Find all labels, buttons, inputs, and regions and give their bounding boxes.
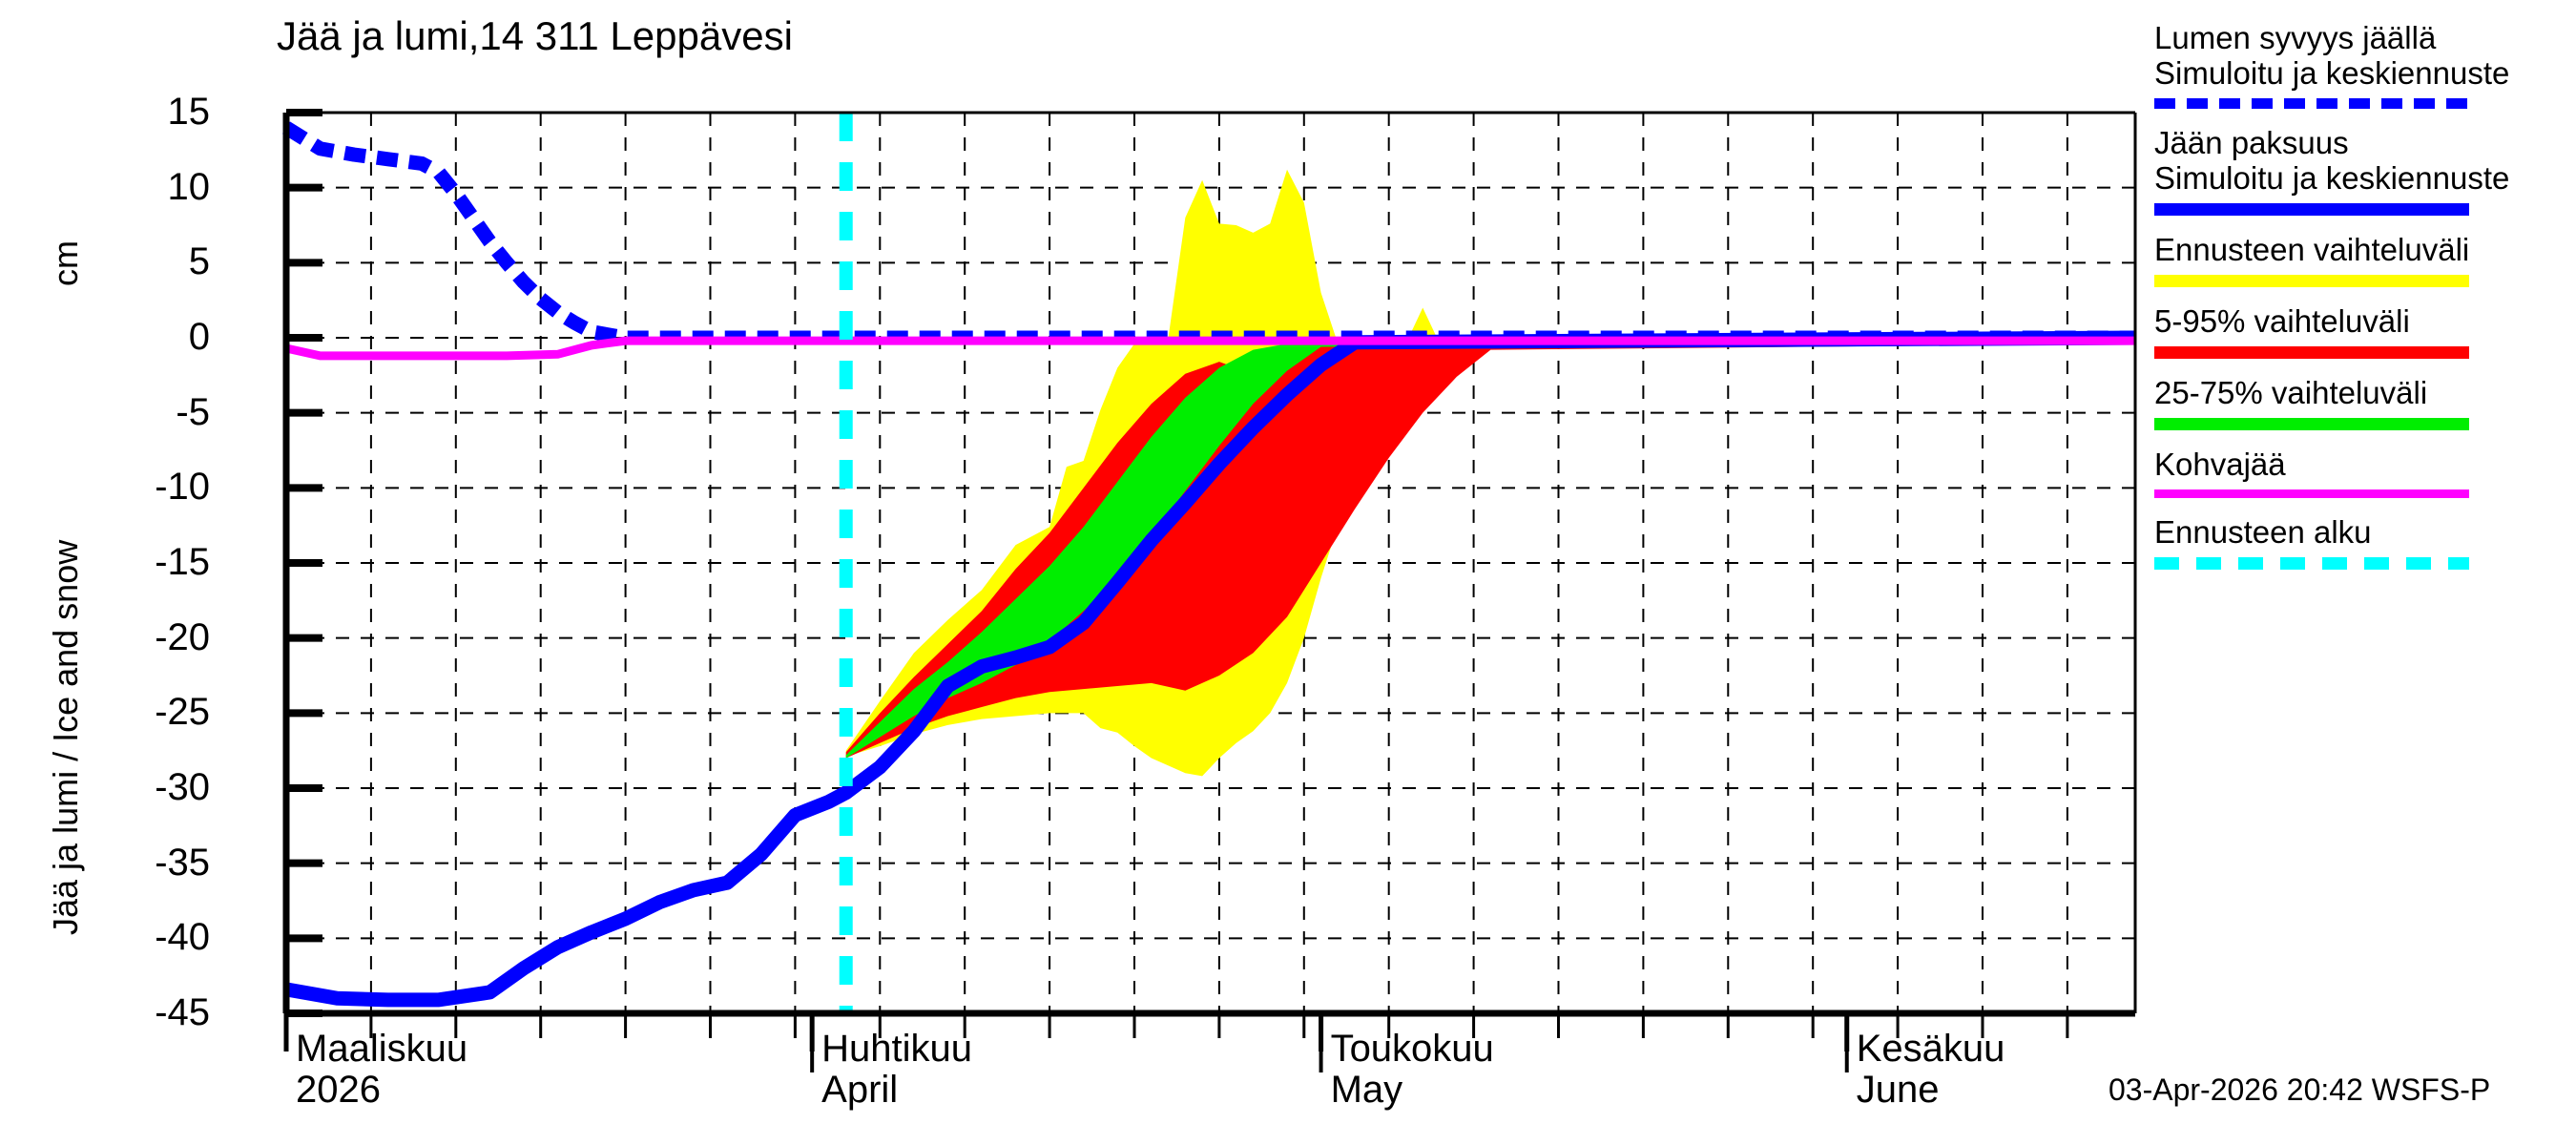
legend-item-title: Jään paksuus — [2154, 124, 2349, 160]
legend-item-swatch — [2154, 202, 2469, 216]
y-tick-label: -20 — [155, 615, 210, 658]
x-tick-label: Maaliskuu 2026 — [296, 1028, 468, 1112]
y-tick-label: 10 — [167, 165, 211, 208]
chart-title: Jää ja lumi,14 311 Leppävesi — [277, 13, 793, 58]
legend-item-title: Kohvajää — [2154, 446, 2286, 482]
legend-item: 25-75% vaihteluväli — [2154, 374, 2574, 430]
legend-item-subtitle: Simuloitu ja keskiennuste — [2154, 54, 2510, 91]
legend-item-swatch — [2154, 345, 2469, 359]
x-tick-label-fi: Kesäkuu — [1856, 1028, 2005, 1070]
legend-item-title: 25-75% vaihteluväli — [2154, 374, 2428, 410]
y-tick-label: -35 — [155, 841, 210, 884]
y-tick-label: 0 — [188, 316, 210, 358]
y-tick-label: -25 — [155, 691, 210, 734]
x-tick-label-fi: Toukokuu — [1330, 1028, 1494, 1070]
legend-item: 5-95% vaihteluväli — [2154, 302, 2574, 359]
x-tick-label: Kesäkuu June — [1856, 1028, 2005, 1112]
chart-legend: Lumen syvyys jäällä Simuloitu ja keskienn… — [2154, 20, 2574, 587]
y-tick-label: -30 — [155, 766, 210, 808]
legend-item: Ennusteen alku — [2154, 513, 2574, 570]
legend-item-swatch — [2154, 489, 2469, 498]
legend-item-title: 5-95% vaihteluväli — [2154, 302, 2410, 339]
x-tick-label-fi: Huhtikuu — [821, 1028, 973, 1070]
footer-timestamp: 03-Apr-2026 20:42 WSFS-P — [2109, 1072, 2491, 1107]
y-tick-label: -15 — [155, 541, 210, 583]
legend-item-title: Lumen syvyys jäällä — [2154, 20, 2437, 55]
legend-item: Lumen syvyys jäällä Simuloitu ja keskienn… — [2154, 20, 2574, 109]
y-tick-label: -5 — [176, 390, 210, 433]
legend-item-swatch — [2154, 97, 2469, 109]
forecast-band — [845, 344, 2136, 759]
legend-item: Kohvajää — [2154, 446, 2574, 498]
data-series-line — [284, 330, 2136, 1008]
data-series-line — [282, 121, 2135, 345]
legend-item: Ennusteen vaihteluväli — [2154, 231, 2574, 287]
x-tick-label: Huhtikuu April — [821, 1028, 973, 1112]
x-tick-label-en: May — [1330, 1069, 1403, 1112]
legend-item: Jään paksuus Simuloitu ja keskiennuste — [2154, 124, 2574, 216]
y-tick-label: -10 — [155, 466, 210, 509]
y-tick-label: 5 — [188, 240, 210, 283]
x-tick-label-en: April — [821, 1069, 899, 1112]
x-tick-label: Toukokuu May — [1330, 1028, 1494, 1112]
legend-item-swatch — [2154, 274, 2469, 287]
x-tick-label-fi: Maaliskuu — [296, 1028, 468, 1070]
x-tick-label-en: 2026 — [296, 1069, 381, 1112]
y-axis-tick-labels: 15 10 5 0 -5 -10 -15 -20 -25 -30 -35 -40 -45 — [57, 0, 210, 1145]
legend-item-swatch — [2154, 556, 2469, 570]
y-tick-label: 15 — [167, 91, 211, 133]
data-series-line — [285, 336, 2135, 361]
legend-item-subtitle: Simuloitu ja keskiennuste — [2154, 159, 2510, 196]
legend-item-swatch — [2154, 417, 2469, 430]
x-tick-label-en: June — [1856, 1069, 1940, 1112]
y-tick-label: -40 — [155, 916, 210, 959]
legend-item-title: Ennusteen alku — [2154, 513, 2372, 550]
y-tick-label: -45 — [155, 991, 210, 1033]
legend-item-title: Ennusteen vaihteluväli — [2154, 231, 2470, 267]
